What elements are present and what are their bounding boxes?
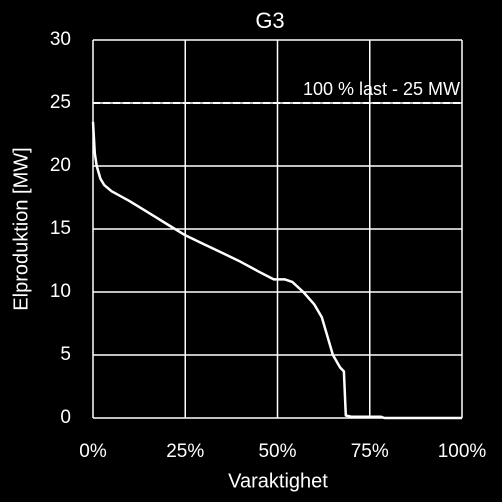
- x-tick-label: 0%: [79, 441, 107, 462]
- y-axis-label: Elproduktion [MW]: [10, 147, 32, 310]
- y-tick-label: 5: [60, 344, 71, 365]
- y-tick-label: 30: [50, 29, 71, 50]
- annotation: 100 % last - 25 MW: [303, 79, 460, 99]
- y-tick-label: 25: [50, 92, 71, 113]
- x-tick-label: 25%: [166, 441, 204, 462]
- chart-title: G3: [255, 8, 284, 33]
- x-axis-label: Varaktighet: [228, 470, 328, 492]
- y-tick-label: 20: [50, 155, 71, 176]
- y-tick-label: 10: [50, 281, 71, 302]
- data-line: [91, 121, 462, 420]
- x-tick-label: 75%: [351, 441, 389, 462]
- x-tick-label: 100%: [438, 441, 487, 462]
- y-tick-label: 0: [60, 407, 71, 428]
- y-tick-label: 15: [50, 218, 71, 239]
- x-tick-label: 50%: [258, 441, 296, 462]
